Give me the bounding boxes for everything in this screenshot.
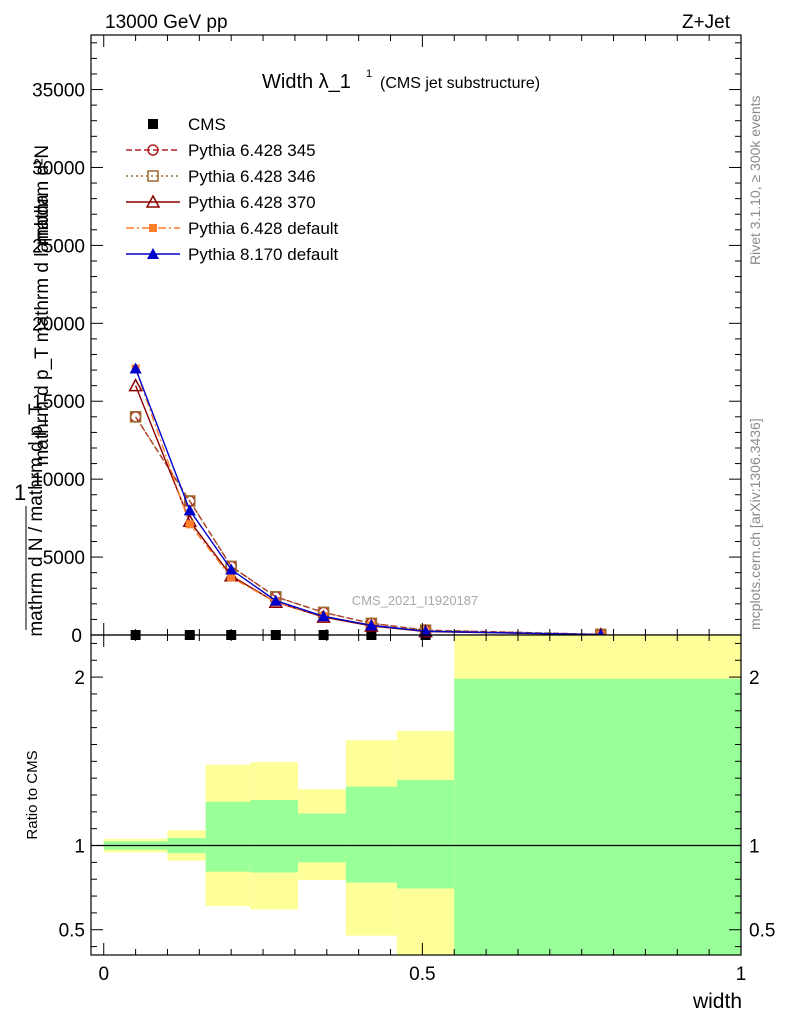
ratio-inner-band-4 <box>298 813 346 863</box>
data-point-5-2 <box>225 563 238 575</box>
legend-label-3: Pythia 6.428 370 <box>188 193 316 212</box>
legend-label-5: Pythia 8.170 default <box>188 245 339 264</box>
series-line-2 <box>135 416 601 636</box>
x-tick-label: 1 <box>736 964 747 985</box>
legend-marker-3 <box>145 194 161 208</box>
ratio-y-tick-label: 1 <box>74 837 85 858</box>
main-y-tick-label: 20000 <box>32 314 85 335</box>
legend-item-3: Pythia 6.428 370 <box>126 193 316 212</box>
legend-marker-2 <box>147 170 159 182</box>
legend-label-0: CMS <box>188 115 226 134</box>
data-point-4-1 <box>185 520 194 529</box>
ratio-y-tick-label-right: 1 <box>749 837 760 858</box>
main-y-tick-label-zero: 0 <box>71 626 82 647</box>
main-y-tick-label: 30000 <box>32 158 85 179</box>
ratio-y-label: Ratio to CMS <box>24 750 41 839</box>
legend-item-0: CMS <box>148 115 226 134</box>
legend-label-2: Pythia 6.428 346 <box>188 167 316 186</box>
legend: CMS Pythia 6.428 345 Pythia 6.428 346 Pythi… <box>126 115 339 264</box>
main-panel: 5000 10000 15000 20000 25000 30000 35000 0 CMS_… <box>14 34 742 647</box>
data-point-4-2 <box>227 573 236 582</box>
ratio-panel: 0.5 0.51 12 2 0 0.5 1 Ratio to CMS <box>24 634 775 985</box>
main-y-tick-label: 5000 <box>43 548 85 569</box>
y-label-norm: mathrm d N / mathrm d p_T <box>26 403 47 637</box>
process-label: Z+Jet <box>682 12 731 33</box>
ratio-x-axis: 0 0.5 1 <box>98 635 746 985</box>
mcplots-credit-label: mcplots.cern.ch [arXiv:1306.3436] <box>747 418 763 630</box>
main-y-label: mathrm d²N mathrm d p_T mathrm d lambda … <box>14 145 53 637</box>
rivet-version-label: Rivet 3.1.10, ≥ 300k events <box>747 95 763 265</box>
data-point-5-3 <box>269 594 282 606</box>
ratio-y-axis: 0.5 0.5 1 1 2 2 <box>59 642 775 948</box>
main-y-tick-label: 35000 <box>32 81 85 102</box>
x-axis-label: width <box>692 990 742 1013</box>
x-tick-label: 0 <box>98 964 109 985</box>
legend-item-5: Pythia 8.170 default <box>126 245 339 264</box>
main-x-ticks <box>103 35 742 635</box>
ratio-inner-band-6 <box>396 779 455 889</box>
legend-label-4: Pythia 6.428 default <box>188 219 339 238</box>
x-tick-label: 0.5 <box>409 964 435 985</box>
data-point-5-4 <box>317 610 330 622</box>
series-line-5 <box>134 368 601 636</box>
main-y-axis: 5000 10000 15000 20000 25000 30000 35000 0 <box>32 42 741 647</box>
ratio-y-tick-label: 0.5 <box>59 921 85 942</box>
plot-title: Width λ_1 1 (CMS jet substructure) <box>262 68 540 93</box>
y-label-denominator: mathrm d p_T mathrm d lambda <box>32 194 53 465</box>
legend-label-1: Pythia 6.428 345 <box>188 141 316 160</box>
ratio-inner-band-2 <box>205 801 251 872</box>
ratio-inner-band-5 <box>345 786 397 883</box>
data-point-5-5 <box>365 619 378 631</box>
ratio-inner-band-7 <box>454 678 741 955</box>
main-y-tick-label: 15000 <box>32 392 85 413</box>
y-label-numerator: mathrm d²N <box>32 145 53 245</box>
legend-marker-1 <box>147 144 159 156</box>
data-point-3-0 <box>128 378 143 392</box>
legend-marker-0 <box>148 119 158 129</box>
collision-label: 13000 GeV pp <box>105 12 228 33</box>
main-y-tick-label: 10000 <box>32 470 85 491</box>
main-y-tick-label: 25000 <box>32 236 85 257</box>
legend-item-2: Pythia 6.428 346 <box>126 167 316 186</box>
legend-item-4: Pythia 6.428 default <box>126 219 339 238</box>
data-point-2-0 <box>129 411 142 423</box>
title-main: Width λ_1 <box>262 71 351 93</box>
ratio-inner-band-3 <box>250 800 299 873</box>
ratio-plot-area <box>91 635 741 955</box>
ratio-y-tick-label: 2 <box>74 668 85 689</box>
data-point-5-0 <box>129 362 142 374</box>
legend-marker-4 <box>149 224 157 232</box>
y-label-prefix: 1 <box>14 480 26 505</box>
data-point-5-1 <box>183 504 196 516</box>
title-superscript: 1 <box>366 68 372 80</box>
title-subtitle: (CMS jet substructure) <box>380 75 540 92</box>
ratio-y-tick-label-right: 2 <box>749 668 760 689</box>
legend-item-1: Pythia 6.428 345 <box>126 141 316 160</box>
ratio-y-tick-label-right: 0.5 <box>749 921 775 942</box>
analysis-watermark: CMS_2021_I1920187 <box>352 593 479 608</box>
legend-marker-5 <box>147 248 159 259</box>
